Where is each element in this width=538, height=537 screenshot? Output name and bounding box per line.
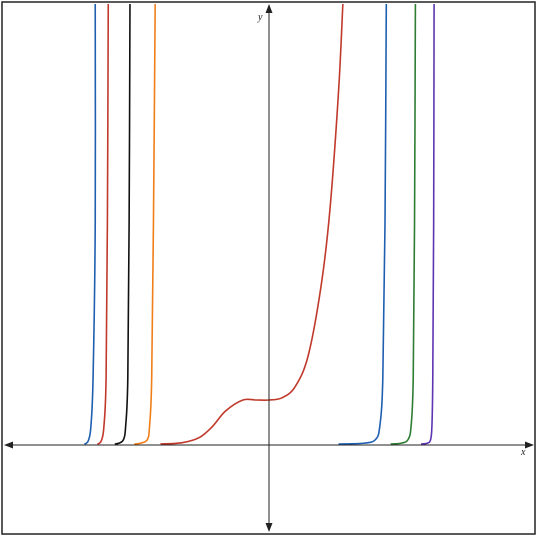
y-axis-arrow-top bbox=[265, 4, 273, 13]
series-line-4 bbox=[134, 3, 156, 445]
y-axis-arrow-bottom bbox=[265, 523, 273, 532]
series-layer bbox=[84, 3, 435, 445]
series-line-2 bbox=[97, 3, 110, 445]
x-axis-arrow-right bbox=[525, 441, 534, 449]
series-line-1 bbox=[84, 3, 97, 445]
series-line-6 bbox=[338, 3, 388, 445]
series-line-5 bbox=[160, 3, 344, 445]
axes: x y bbox=[4, 4, 534, 532]
series-line-7 bbox=[390, 3, 417, 445]
y-axis-label: y bbox=[257, 12, 263, 23]
series-line-8 bbox=[420, 3, 435, 445]
series-line-3 bbox=[114, 3, 131, 445]
x-axis-arrow-left bbox=[4, 441, 13, 449]
x-axis-label: x bbox=[520, 447, 526, 458]
